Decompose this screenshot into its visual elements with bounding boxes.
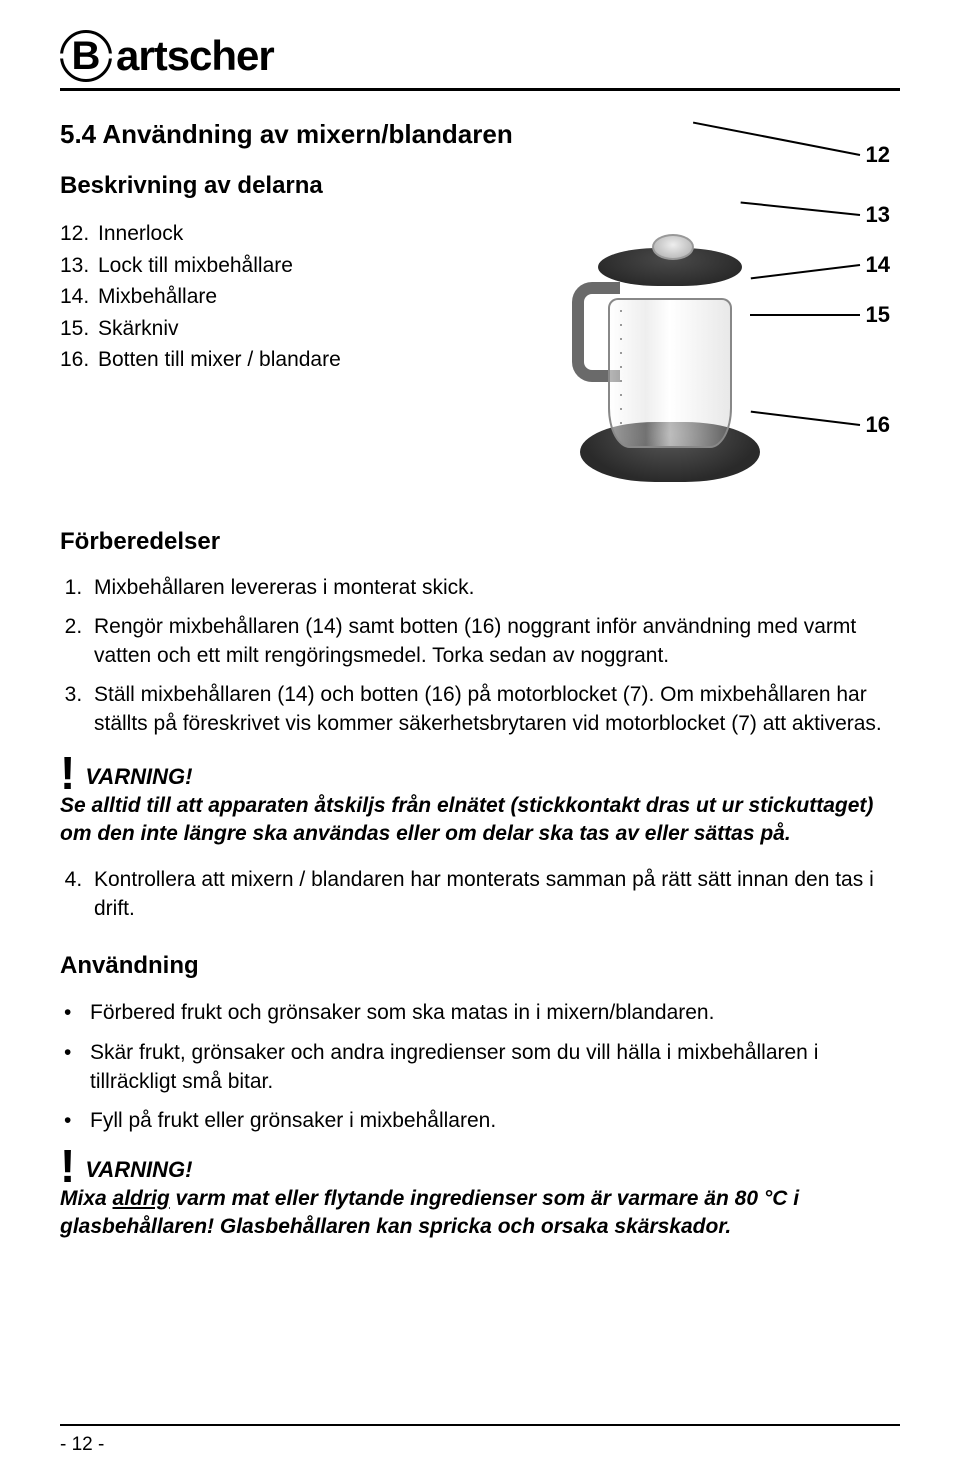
list-item: 15.Skärkniv xyxy=(60,313,460,345)
section-title: 5.4 Användning av mixern/blandaren xyxy=(60,119,900,150)
callout-15: 15 xyxy=(866,302,890,328)
warning-icon: ! xyxy=(60,755,75,792)
parts-heading: Beskrivning av delarna xyxy=(60,172,460,200)
list-item: 13.Lock till mixbehållare xyxy=(60,250,460,282)
list-item: Skär frukt, grönsaker och andra ingredie… xyxy=(64,1038,900,1097)
blender-jar-icon xyxy=(608,298,732,448)
use-bullets: Förbered frukt och grönsaker som ska mat… xyxy=(60,998,900,1136)
blender-innerlock-icon xyxy=(652,234,694,260)
header-divider xyxy=(60,88,900,91)
logo-circle-icon: B xyxy=(60,30,112,82)
list-item: 12.Innerlock xyxy=(60,218,460,250)
list-item: Ställ mixbehållaren (14) och botten (16)… xyxy=(88,681,900,739)
footer-divider xyxy=(60,1424,900,1426)
callout-12: 12 xyxy=(866,142,890,168)
list-item: Förbered frukt och grönsaker som ska mat… xyxy=(64,998,900,1027)
blender-diagram: 12 13 14 15 16 xyxy=(500,172,900,492)
list-item: Kontrollera att mixern / blandaren har m… xyxy=(88,866,900,924)
warning-label: VARNING! xyxy=(85,1157,192,1183)
prep-steps: Mixbehållaren levereras i monterat skick… xyxy=(60,574,900,739)
warning-label: VARNING! xyxy=(85,764,192,790)
page-number: - 12 - xyxy=(60,1434,104,1456)
warning-text: Mixa aldrig varm mat eller flytande ingr… xyxy=(60,1185,900,1242)
prep-heading: Förberedelser xyxy=(60,528,900,556)
warning-block-2: ! VARNING! Mixa aldrig varm mat eller fl… xyxy=(60,1146,900,1241)
brand-logo: B artscher xyxy=(60,30,900,82)
logo-brand-text: artscher xyxy=(116,32,274,80)
use-heading: Användning xyxy=(60,952,900,980)
callout-13: 13 xyxy=(866,202,890,228)
warning-text: Se alltid till att apparaten åtskiljs fr… xyxy=(60,792,900,849)
list-item: 16.Botten till mixer / blandare xyxy=(60,344,460,376)
list-item: Rengör mixbehållaren (14) samt botten (1… xyxy=(88,613,900,671)
warning-block-1: ! VARNING! Se alltid till att apparaten … xyxy=(60,753,900,848)
logo-letter: B xyxy=(72,36,101,76)
callout-14: 14 xyxy=(866,252,890,278)
list-item: 14.Mixbehållare xyxy=(60,281,460,313)
list-item: Fyll på frukt eller grönsaker i mixbehål… xyxy=(64,1106,900,1135)
parts-list: 12.Innerlock 13.Lock till mixbehållare 1… xyxy=(60,218,460,376)
warning-icon: ! xyxy=(60,1148,75,1185)
list-item: Mixbehållaren levereras i monterat skick… xyxy=(88,574,900,603)
prep-step-4: Kontrollera att mixern / blandaren har m… xyxy=(60,866,900,924)
callout-16: 16 xyxy=(866,412,890,438)
